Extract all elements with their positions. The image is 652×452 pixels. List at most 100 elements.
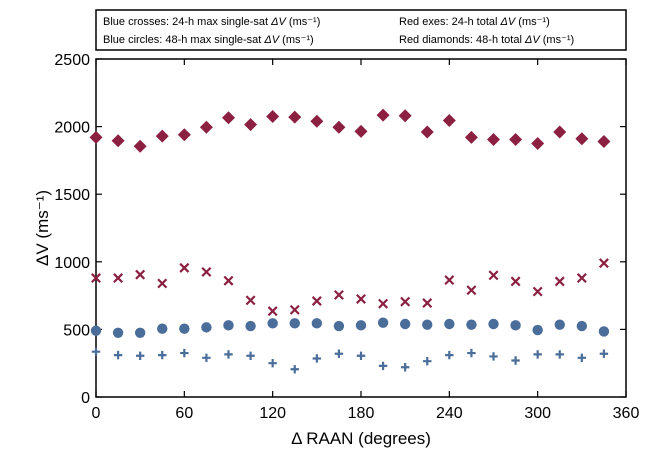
plus-point (400, 363, 410, 372)
x-point (333, 289, 344, 300)
circle-point (598, 326, 610, 337)
plus-point (312, 354, 322, 363)
legend-entry-red-diamonds: Red diamonds: 48-h total ΔV (ms⁻¹) (399, 34, 574, 46)
plus-point (202, 353, 211, 362)
x-point (201, 266, 212, 277)
x-point (400, 296, 411, 307)
legend-entry-pre: Red diamonds: 48-h total (399, 34, 525, 46)
circle-point (245, 320, 256, 332)
diamond-point (442, 114, 456, 128)
circle-point (510, 320, 521, 331)
diamond-point (177, 128, 191, 142)
x-point (576, 273, 587, 284)
plus-point (489, 352, 498, 361)
plus-point (91, 347, 101, 356)
circle-point (311, 318, 323, 329)
y-tick-label: 500 (63, 322, 90, 339)
plus-point (467, 348, 476, 358)
plus-point (334, 349, 344, 358)
diamond-point (266, 109, 280, 123)
x-point (245, 295, 256, 306)
axis-ticks (95, 58, 627, 398)
circle-point (377, 317, 389, 328)
circle-point (576, 320, 588, 332)
circle-point (223, 320, 234, 331)
legend-entry-red-exes: Red exes: 24-h total ΔV (ms⁻¹) (399, 16, 550, 28)
x-point (466, 285, 477, 296)
legend-entry-blue-crosses: Blue crosses: 24-h max single-sat ΔV (ms… (103, 16, 320, 28)
plus-point (555, 350, 564, 359)
plus-point (135, 351, 145, 360)
plus-point (378, 361, 388, 371)
plus-point (158, 350, 167, 360)
circle-point (333, 320, 345, 332)
circle-point (399, 318, 411, 330)
circle-point (355, 320, 367, 331)
diamond-point (89, 130, 103, 144)
circle-point (554, 319, 565, 330)
y-axis-label: ΔV (ms⁻¹) (33, 190, 52, 266)
y-axis-label-text: ΔV (ms⁻¹) (33, 190, 52, 266)
diamond-point (597, 134, 611, 148)
diamond-point (376, 108, 390, 122)
x-point (179, 262, 190, 273)
diamond-point (310, 114, 324, 128)
x-tick-label: 180 (348, 405, 375, 422)
plus-point (511, 356, 520, 365)
y-tick-label: 0 (81, 390, 90, 407)
legend-entry-blue-circles: Blue circles: 48-h max single-sat ΔV (ms… (103, 34, 314, 46)
x-axis-label: Δ RAAN (degrees) (291, 429, 431, 448)
plus-point (356, 351, 366, 360)
circle-point (179, 323, 190, 334)
diamond-point (509, 132, 523, 146)
x-point (91, 273, 101, 284)
diamond-point (133, 139, 147, 153)
diamond-point (199, 120, 213, 134)
x-tick-label: 0 (92, 405, 101, 422)
legend-entry-pre: Blue circles: 48-h max single-sat (103, 34, 264, 46)
x-point (223, 275, 234, 286)
plus-point (290, 365, 299, 374)
x-point (554, 276, 565, 287)
x-tick-label: 360 (613, 405, 640, 422)
legend-entry-pre: Red exes: 24-h total (399, 16, 501, 28)
diamond-point (531, 137, 545, 150)
plus-point (533, 350, 542, 359)
diamond-point (354, 124, 368, 138)
x-tick-label: 60 (175, 405, 193, 422)
diamond-point (575, 132, 589, 146)
x-point (356, 294, 366, 304)
x-point (488, 270, 499, 281)
x-point (157, 278, 168, 289)
plus-point (113, 350, 123, 360)
circle-point (134, 327, 146, 338)
legend-entry-post: (ms⁻¹) (286, 16, 321, 28)
legend-box (95, 9, 627, 51)
diamond-point (222, 111, 235, 125)
x-point (113, 273, 124, 284)
circle-point (201, 322, 212, 333)
circle-point (444, 318, 455, 330)
diamond-point (111, 134, 125, 148)
diamond-point (398, 109, 412, 123)
y-tick-label: 2000 (54, 120, 90, 137)
diamond-point (155, 129, 169, 143)
y-tick-label: 2500 (54, 52, 90, 69)
circle-point (112, 327, 124, 338)
legend-entry-pre: Blue crosses: 24-h max single-sat (103, 16, 271, 28)
diamond-point (332, 120, 346, 134)
plus-point (246, 351, 255, 360)
circle-point (488, 318, 499, 330)
data-marks (89, 108, 611, 374)
circle-point (422, 319, 433, 330)
x-point (135, 269, 146, 280)
plus-point (423, 356, 432, 366)
tick-labels: 0 60 120 180 240 300 360 0 500 1000 1500 2000 2500 (54, 52, 639, 422)
x-tick-label: 300 (524, 405, 551, 422)
x-point (510, 276, 521, 287)
circle-point (289, 318, 300, 329)
legend-entry-post: (ms⁻¹) (515, 16, 550, 28)
circle-point (466, 319, 477, 330)
legend-entry-post: (ms⁻¹) (540, 34, 575, 46)
